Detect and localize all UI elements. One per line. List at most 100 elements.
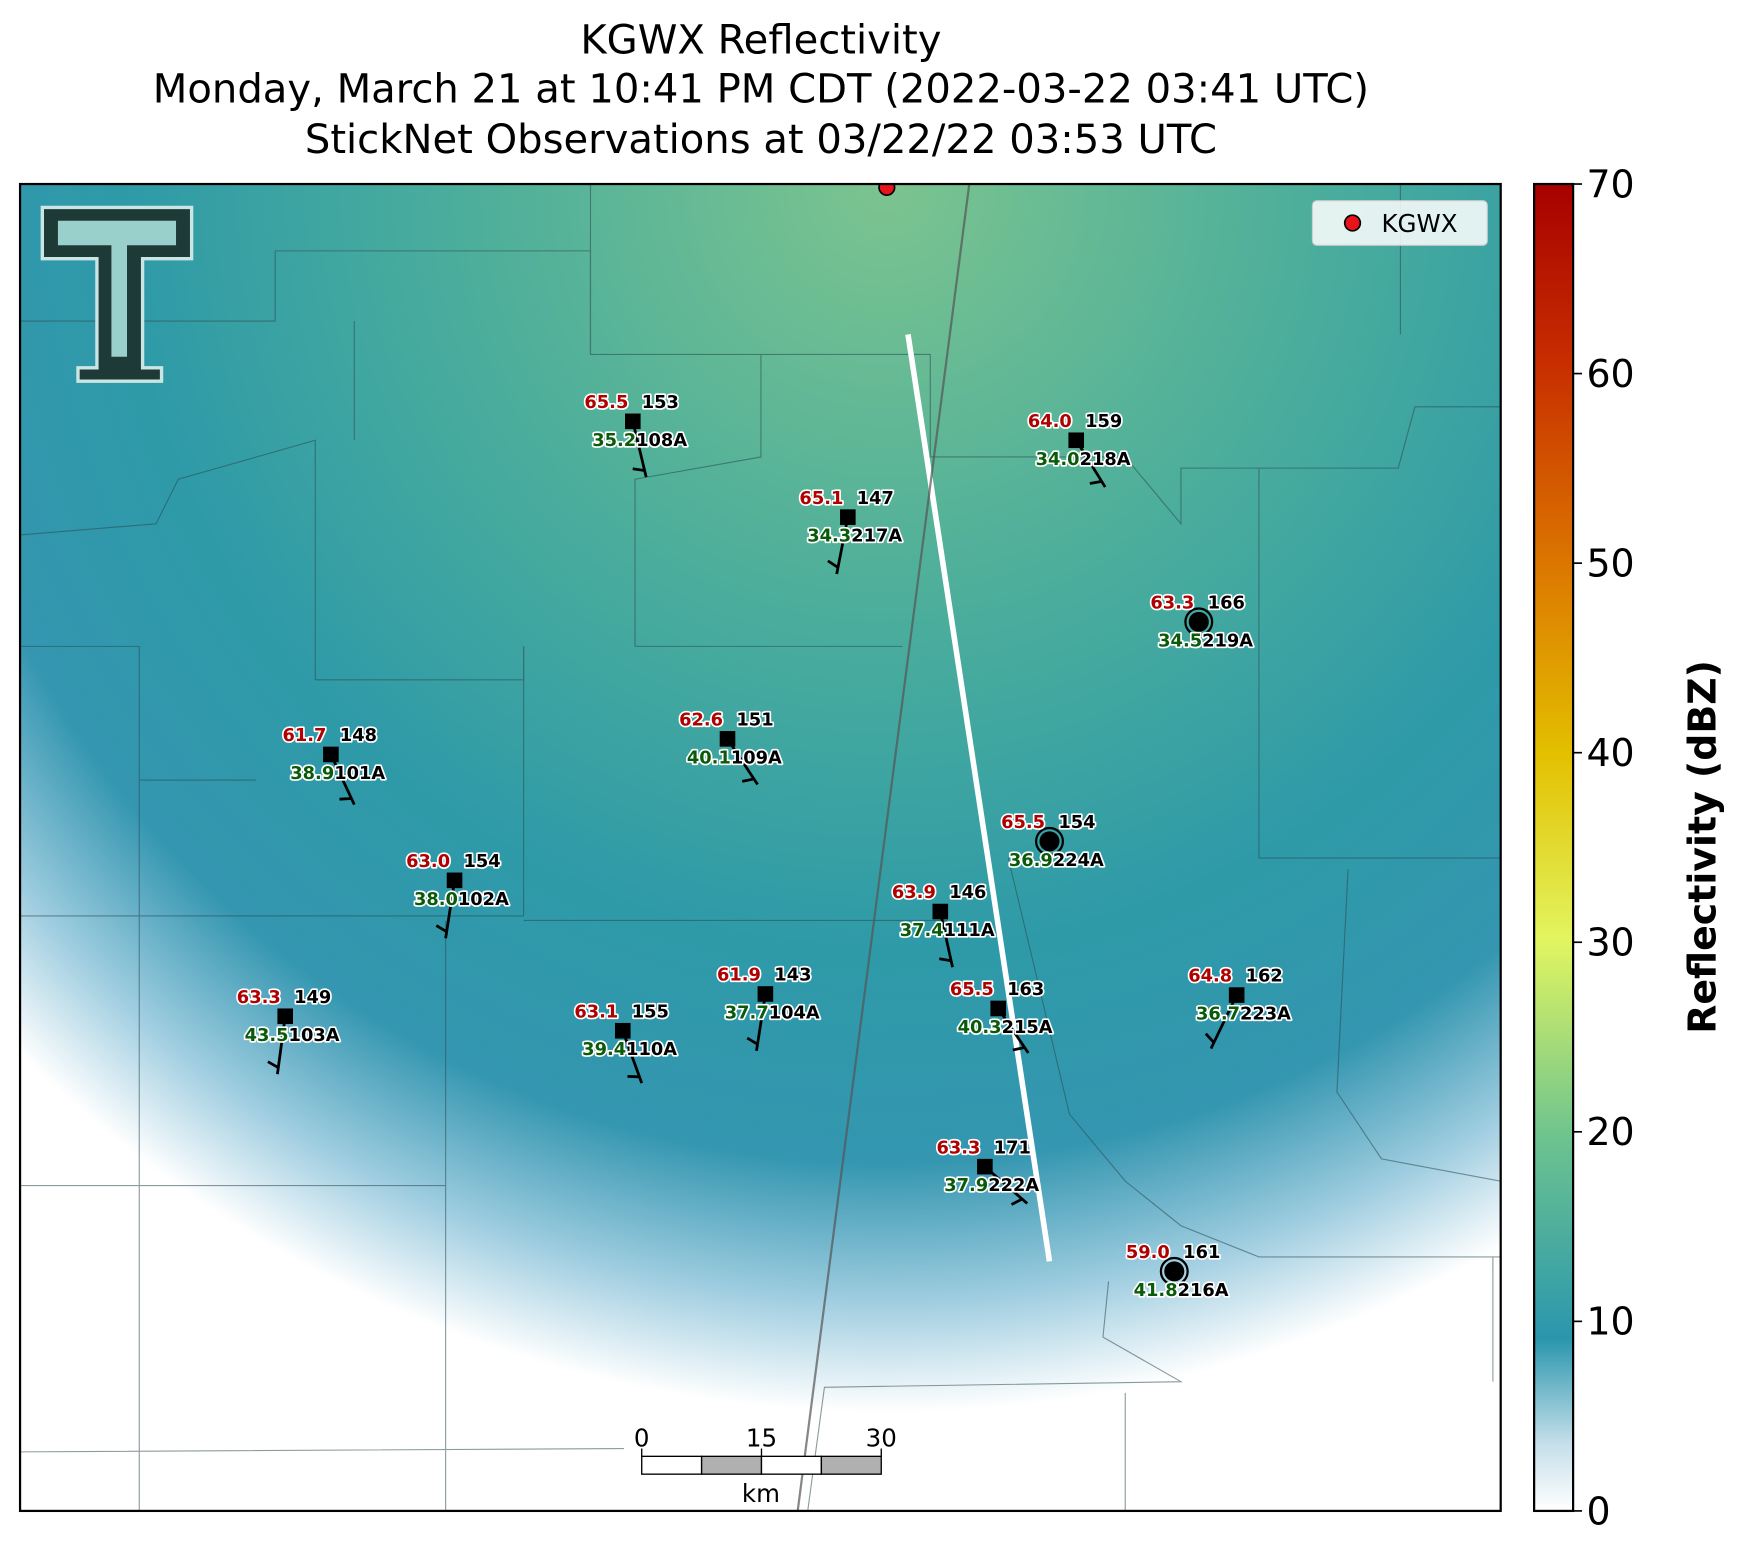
station-marker	[840, 509, 856, 525]
colorbar-label: Reflectivity (dBZ)	[1681, 660, 1725, 1034]
station-id: 222A	[988, 1175, 1039, 1196]
station-marker	[615, 1023, 631, 1039]
dewpoint: 35.2	[592, 430, 636, 451]
barb-feather	[939, 959, 951, 961]
pressure: 154	[463, 851, 500, 872]
temperature: 64.8	[1188, 966, 1232, 987]
colorbar-tick-label: 50	[1586, 542, 1634, 586]
scale-tick-label: 0	[634, 1423, 650, 1452]
station-marker	[1068, 432, 1084, 448]
pressure: 148	[340, 725, 377, 746]
station-id: 216A	[1178, 1280, 1229, 1301]
pressure: 146	[949, 882, 986, 903]
station-id: 218A	[1080, 449, 1131, 470]
dewpoint: 43.5	[245, 1025, 289, 1046]
colorbar-tick-label: 30	[1586, 921, 1634, 965]
station-id: 111A	[944, 920, 995, 941]
station-id: 101A	[334, 763, 385, 784]
temperature: 62.6	[679, 709, 723, 730]
temperature: 61.9	[717, 965, 761, 986]
dewpoint: 38.0	[414, 889, 458, 910]
dewpoint: 36.7	[1196, 1004, 1240, 1025]
station-id: 108A	[636, 430, 687, 451]
legend-marker	[1345, 215, 1361, 231]
station-marker	[447, 873, 463, 889]
scale-segment	[761, 1456, 821, 1474]
station-id: 103A	[289, 1025, 340, 1046]
station-marker	[720, 731, 736, 747]
scale-segment	[821, 1456, 881, 1474]
station-marker	[977, 1159, 993, 1175]
station-id: 217A	[851, 526, 902, 547]
temperature: 61.7	[282, 725, 326, 746]
barb-feather	[339, 799, 351, 800]
station-marker	[323, 747, 339, 763]
station-id: 102A	[458, 889, 509, 910]
temperature: 63.3	[1150, 592, 1194, 613]
pressure: 149	[294, 987, 331, 1008]
station-marker	[990, 1001, 1006, 1017]
dewpoint: 41.8	[1134, 1280, 1178, 1301]
legend: KGWX	[1312, 201, 1487, 246]
title-line: Monday, March 21 at 10:41 PM CDT (2022-0…	[153, 67, 1369, 113]
barb-feather	[633, 469, 645, 471]
colorbar-tick-label: 40	[1586, 731, 1634, 775]
pressure: 166	[1208, 592, 1245, 613]
temperature: 63.3	[237, 987, 281, 1008]
temperature: 63.0	[406, 851, 450, 872]
temperature: 65.5	[950, 979, 994, 1000]
dewpoint: 36.9	[1009, 850, 1053, 871]
scale-tick-label: 15	[746, 1423, 777, 1452]
colorbar-tick-label: 70	[1586, 162, 1634, 206]
title-line: KGWX Reflectivity	[580, 18, 941, 64]
station-marker	[277, 1008, 293, 1024]
pressure: 155	[632, 1001, 669, 1022]
temperature: 63.3	[936, 1137, 980, 1158]
station-id: 223A	[1240, 1004, 1291, 1025]
station-marker	[1189, 612, 1209, 632]
colorbar-tick-label: 10	[1586, 1300, 1634, 1344]
pressure: 161	[1183, 1242, 1220, 1263]
station-marker	[1229, 987, 1245, 1003]
scale-segment	[702, 1456, 762, 1474]
scale-tick-label: 30	[866, 1423, 897, 1452]
temperature: 65.5	[1001, 812, 1045, 833]
colorbar-tick-label: 20	[1586, 1110, 1634, 1154]
pressure: 143	[774, 965, 811, 986]
scale-unit: km	[742, 1479, 780, 1508]
legend-label: KGWX	[1381, 209, 1457, 238]
scale-segment	[642, 1456, 702, 1474]
temperature: 59.0	[1126, 1242, 1170, 1263]
station-id: 224A	[1053, 850, 1104, 871]
pressure: 171	[994, 1137, 1031, 1158]
pressure: 154	[1058, 812, 1095, 833]
temperature: 64.0	[1028, 411, 1072, 432]
station-id: 110A	[626, 1039, 677, 1060]
dewpoint: 38.9	[290, 763, 334, 784]
dewpoint: 40.3	[958, 1017, 1002, 1038]
dewpoint: 39.4	[582, 1039, 626, 1060]
temperature: 63.9	[892, 882, 936, 903]
dewpoint: 40.1	[687, 747, 731, 768]
station-id: 109A	[731, 747, 782, 768]
temperature: 63.1	[574, 1001, 618, 1022]
station-marker	[625, 414, 641, 430]
pressure: 159	[1085, 411, 1122, 432]
dewpoint: 34.5	[1158, 630, 1202, 651]
temperature: 65.5	[584, 392, 628, 413]
colorbar-tick-label: 60	[1586, 352, 1634, 396]
station-id: 219A	[1202, 630, 1253, 651]
colorbar-ramp	[1534, 184, 1573, 1511]
dewpoint: 37.7	[725, 1002, 769, 1023]
title-line: StickNet Observations at 03/22/22 03:53 …	[305, 117, 1217, 163]
radar-site	[879, 180, 895, 196]
dewpoint: 37.4	[900, 920, 944, 941]
station-marker	[933, 904, 949, 920]
station-marker	[1039, 831, 1059, 851]
station-marker	[758, 986, 774, 1002]
temperature: 65.1	[799, 488, 843, 509]
